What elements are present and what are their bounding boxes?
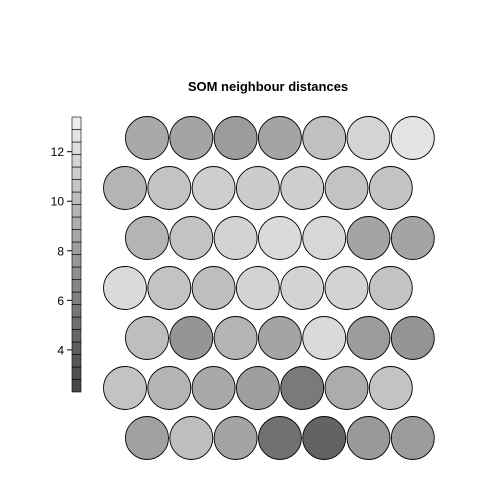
som-unit-cell — [169, 216, 214, 260]
som-unit-cell — [125, 216, 169, 260]
color-scale-segment — [71, 229, 82, 243]
som-unit-cell — [125, 116, 169, 160]
som-unit-cell — [324, 366, 369, 410]
som-unit-cell — [213, 416, 258, 460]
som-unit-cell — [103, 266, 147, 310]
som-unit-cell — [346, 416, 391, 460]
color-scale-segment — [71, 216, 82, 230]
som-unit-cell — [280, 366, 325, 410]
color-scale-ticks: 4 6 8 10 12 — [51, 145, 72, 357]
som-unit-cell — [191, 166, 236, 210]
som-unit-cell — [368, 266, 413, 310]
color-scale-segment — [71, 316, 82, 330]
som-unit-cell — [147, 366, 192, 410]
som-unit-cell — [191, 266, 236, 310]
som-unit-cell — [280, 166, 325, 210]
som-unit-cell — [169, 316, 214, 360]
chart-title: SOM neighbour distances — [188, 79, 348, 94]
color-scale-segment — [71, 366, 82, 380]
som-unit-cell — [147, 166, 192, 210]
color-scale-bar — [71, 116, 82, 393]
color-scale-segment — [71, 116, 82, 130]
som-unit-cell — [368, 366, 413, 410]
color-scale-tick-label: 12 — [51, 145, 65, 159]
som-unit-cell — [302, 216, 347, 260]
som-unit-cell — [257, 416, 302, 460]
som-unit-cell — [257, 116, 302, 160]
color-scale-segment — [71, 141, 82, 155]
som-unit-cell — [257, 316, 302, 360]
color-scale-segment — [71, 241, 82, 255]
color-scale-segment — [71, 291, 82, 305]
som-unit-cell — [302, 316, 347, 360]
color-scale-segment — [71, 379, 82, 393]
som-unit-cell — [368, 166, 413, 210]
color-scale-segment — [71, 304, 82, 318]
som-unit-cell — [302, 116, 347, 160]
som-unit-cell — [346, 216, 391, 260]
som-unit-cell — [235, 266, 280, 310]
color-scale-segment — [71, 266, 82, 280]
som-unit-cell — [213, 316, 258, 360]
som-unit-cell — [302, 416, 347, 460]
hex-grid — [103, 116, 435, 460]
som-unit-cell — [390, 416, 435, 460]
som-unit-cell — [191, 366, 236, 410]
som-unit-cell — [346, 316, 391, 360]
som-unit-cell — [169, 416, 214, 460]
som-unit-cell — [324, 166, 369, 210]
color-scale-tick-label: 10 — [51, 195, 65, 209]
som-unit-cell — [257, 216, 302, 260]
color-scale-tick-label: 8 — [57, 244, 64, 258]
color-scale-segment — [71, 329, 82, 343]
som-unit-cell — [147, 266, 192, 310]
som-unit-cell — [280, 266, 325, 310]
color-scale-segment — [71, 166, 82, 180]
som-unit-cell — [125, 316, 169, 360]
som-unit-cell — [213, 216, 258, 260]
color-scale-segment — [71, 354, 82, 368]
color-scale-tick-label: 6 — [57, 294, 64, 308]
color-scale-segment — [71, 254, 82, 268]
som-unit-cell — [390, 316, 435, 360]
som-unit-cell — [235, 366, 280, 410]
color-scale-segment — [71, 129, 82, 143]
som-unit-cell — [346, 116, 391, 160]
som-unit-cell — [103, 166, 147, 210]
som-unit-cell — [390, 216, 435, 260]
som-unit-cell — [235, 166, 280, 210]
som-unit-cell — [324, 266, 369, 310]
color-scale-segment — [71, 204, 82, 218]
color-scale-segment — [71, 154, 82, 168]
som-unit-cell — [390, 116, 435, 160]
color-scale-segment — [71, 191, 82, 205]
color-scale-segment — [71, 341, 82, 355]
color-scale-tick-label: 4 — [57, 343, 64, 357]
som-unit-cell — [213, 116, 258, 160]
color-scale-segment — [71, 279, 82, 293]
color-scale-segment — [71, 179, 82, 193]
som-unit-cell — [125, 416, 169, 460]
som-unit-cell — [169, 116, 214, 160]
som-unit-cell — [103, 366, 147, 410]
